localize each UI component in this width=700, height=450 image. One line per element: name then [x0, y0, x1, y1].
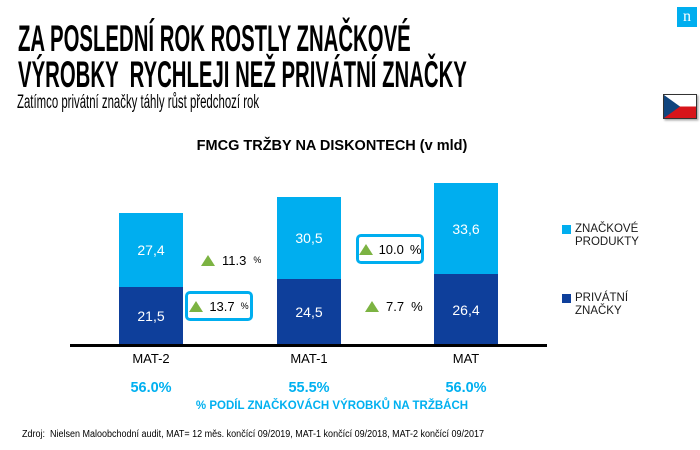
share-value-mat: 56.0%: [445, 380, 487, 396]
growth-annotation-branded-1: 11.3%: [201, 251, 261, 269]
category-label-mat-1: MAT-1: [290, 351, 328, 366]
legend-label-line1: PRIVÁTNÍ: [575, 292, 629, 304]
category-label-mat: MAT: [452, 351, 480, 366]
growth-value: 13.7: [209, 298, 235, 314]
growth-annotation-private-2: 7.7%: [365, 297, 423, 315]
bar-value-label: 30,5: [295, 230, 323, 246]
legend-label-line2: ZNAČKY: [575, 305, 622, 317]
slide-title-line1: ZA POSLEDNÍ ROK ROSTLY ZNAČKOVÉ: [18, 18, 411, 59]
legend-swatch-private-label: [562, 294, 571, 303]
legend-item-private-label: PRIVÁTNÍ ZNAČKY: [562, 292, 628, 318]
source-note: Zdroj: Nielsen Maloobchodní audit, MAT= …: [22, 429, 484, 440]
chart-title: FMCG TRŽBY NA DISKONTECH (v mld): [196, 138, 468, 154]
percent-sign: %: [409, 241, 422, 257]
percent-sign: %: [253, 255, 262, 265]
bar-segment-branded: 33,6: [434, 183, 498, 274]
growth-arrow-icon: [189, 300, 204, 312]
bar-segment-branded: 27,4: [119, 213, 183, 287]
x-axis-line: [70, 344, 547, 347]
bar-value-label: 27,4: [137, 242, 165, 258]
growth-arrow-icon: [201, 254, 215, 266]
bar-segment-private-label: 24,5: [277, 279, 341, 345]
legend-label-line1: ZNAČKOVÉ: [575, 223, 639, 235]
growth-annotation-branded-2-highlighted: 10.0%: [356, 234, 424, 264]
growth-annotation-private-1-highlighted: 13.7%: [185, 291, 253, 321]
percent-sign: %: [411, 298, 423, 314]
nielsen-logo-icon: n: [677, 7, 697, 27]
bar-mat-1: 30,5 24,5: [277, 197, 341, 345]
share-value-mat-2: 56.0%: [130, 380, 172, 396]
growth-value: 7.7: [386, 298, 405, 314]
share-row-caption: % PODÍL ZNAČKOVÁCH VÝROBKŮ NA TRŽBÁCH: [195, 400, 469, 412]
legend-label-line2: PRODUKTY: [575, 236, 639, 248]
bar-segment-private-label: 26,4: [434, 274, 498, 345]
slide-subtitle: Zatímco privátní značky táhly růst předc…: [17, 92, 260, 113]
slide-title-line2: VÝROBKY RYCHLEJI NEŽ PRIVÁTNÍ ZNAČKY: [18, 54, 467, 95]
growth-value: 11.3: [222, 252, 247, 268]
growth-arrow-icon: [358, 243, 373, 255]
legend-item-branded: ZNAČKOVÉ PRODUKTY: [562, 223, 639, 249]
czech-flag-icon: [663, 94, 697, 119]
bar-value-label: 21,5: [137, 308, 165, 324]
bar-value-label: 24,5: [295, 304, 323, 320]
legend-label: ZNAČKOVÉ PRODUKTY: [575, 223, 639, 249]
bar-mat-2: 27,4 21,5: [119, 213, 183, 345]
legend-swatch-branded: [562, 225, 571, 234]
category-label-mat-2: MAT-2: [132, 351, 170, 366]
legend-label: PRIVÁTNÍ ZNAČKY: [575, 292, 628, 318]
bar-mat: 33,6 26,4: [434, 183, 498, 345]
czech-flag-graphic: [664, 95, 696, 118]
percent-sign: %: [240, 301, 249, 311]
share-value-mat-1: 55.5%: [288, 380, 330, 396]
bar-value-label: 33,6: [452, 220, 480, 237]
bar-segment-private-label: 21,5: [119, 287, 183, 345]
bar-segment-branded: 30,5: [277, 197, 341, 279]
growth-value: 10.0: [378, 241, 404, 257]
bar-value-label: 26,4: [452, 301, 480, 318]
growth-arrow-icon: [365, 300, 379, 312]
